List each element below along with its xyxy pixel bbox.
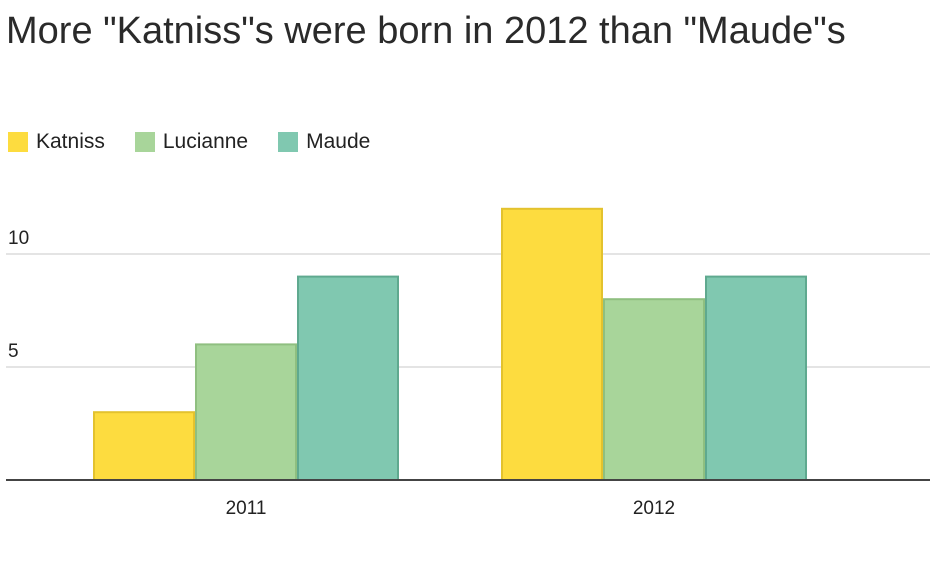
x-tick-label-2011: 2011	[226, 498, 267, 519]
y-tick-label-5: 5	[8, 341, 19, 362]
legend-item-katniss: Katniss	[8, 130, 105, 154]
bar-maude-2011	[297, 275, 399, 481]
legend-item-lucianne: Lucianne	[134, 130, 249, 154]
x-tick-label-2012: 2012	[633, 498, 675, 519]
legend: Katniss Lucianne Maude	[8, 130, 400, 154]
y-tick-label-10: 10	[8, 228, 29, 249]
bar-katniss-2012	[501, 207, 603, 482]
bar-lucianne-2011	[195, 343, 297, 481]
legend-label-maude: Maude	[306, 130, 371, 153]
bar-katniss-2011	[93, 411, 195, 482]
bar-lucianne-2012	[603, 298, 705, 482]
legend-item-maude: Maude	[278, 130, 370, 154]
legend-label-katniss: Katniss	[36, 130, 105, 153]
legend-swatch-lucianne	[134, 132, 155, 152]
legend-swatch-katniss	[8, 132, 28, 152]
legend-swatch-maude	[278, 132, 299, 152]
bar-maude-2012	[705, 275, 807, 481]
axis-layer: 5 10 2011 2012	[6, 228, 930, 519]
legend-label-lucianne: Lucianne	[162, 130, 249, 153]
bar-layer	[93, 207, 807, 482]
chart-title: More "Katniss"s were born in 2012 than "…	[6, 10, 846, 52]
